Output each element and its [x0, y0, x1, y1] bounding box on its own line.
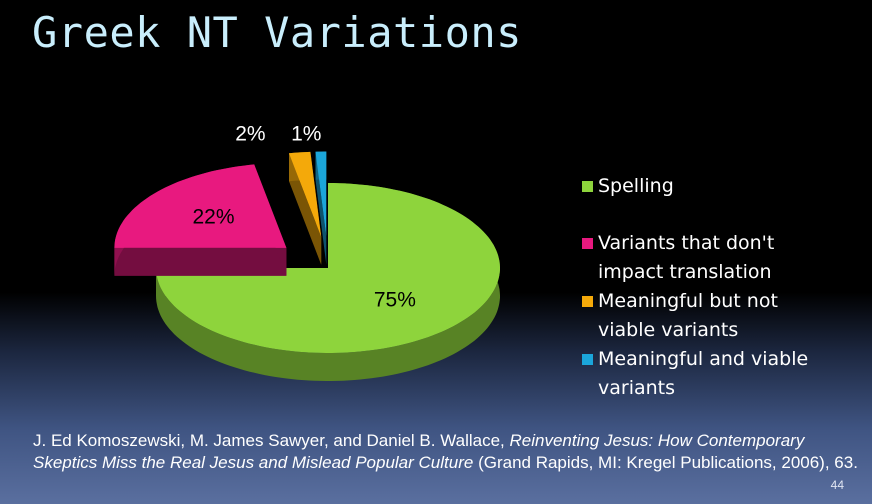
legend-item: Meaningful and viable variants: [580, 345, 830, 403]
data-label: 75%: [374, 289, 416, 312]
citation-book: Reinventing Jesus: How Contemporary Skep…: [33, 431, 805, 472]
citation: J. Ed Komoszewski, M. James Sawyer, and …: [33, 430, 863, 474]
legend: Spelling Variants that don't impact trans…: [580, 172, 830, 403]
slice-top: [156, 183, 500, 353]
legend-label: Spelling: [598, 175, 674, 197]
legend-item: Variants that don't impact translation: [580, 229, 830, 287]
citation-publication: (Grand Rapids, MI: Kregel Publications, …: [478, 453, 858, 472]
slice-top: [289, 151, 322, 237]
citation-authors: J. Ed Komoszewski, M. James Sawyer, and …: [33, 431, 505, 450]
legend-swatch: [582, 354, 593, 365]
data-label: 2%: [235, 123, 265, 146]
legend-label: Meaningful and viable variants: [598, 348, 809, 399]
legend-swatch: [582, 296, 593, 307]
legend-item: Meaningful but not viable variants: [580, 287, 830, 345]
legend-label: Meaningful but not viable variants: [598, 290, 778, 341]
slice-wall: [315, 151, 327, 265]
legend-swatch: [582, 181, 593, 192]
pie-slice: [315, 151, 327, 265]
slice-wall: [289, 153, 322, 265]
slide-number: 44: [830, 478, 844, 492]
legend-item: Spelling: [580, 172, 830, 201]
pie-slice: [289, 151, 322, 265]
slice-top: [315, 151, 327, 237]
legend-label: Variants that don't impact translation: [598, 232, 775, 283]
legend-swatch: [582, 238, 593, 249]
slice-top: [114, 164, 287, 248]
data-label: 1%: [291, 123, 321, 146]
slide-title: Greek NT Variations: [32, 8, 522, 57]
data-label: 22%: [192, 206, 234, 229]
pie-slice: [114, 164, 287, 276]
slice-wall: [114, 247, 287, 276]
